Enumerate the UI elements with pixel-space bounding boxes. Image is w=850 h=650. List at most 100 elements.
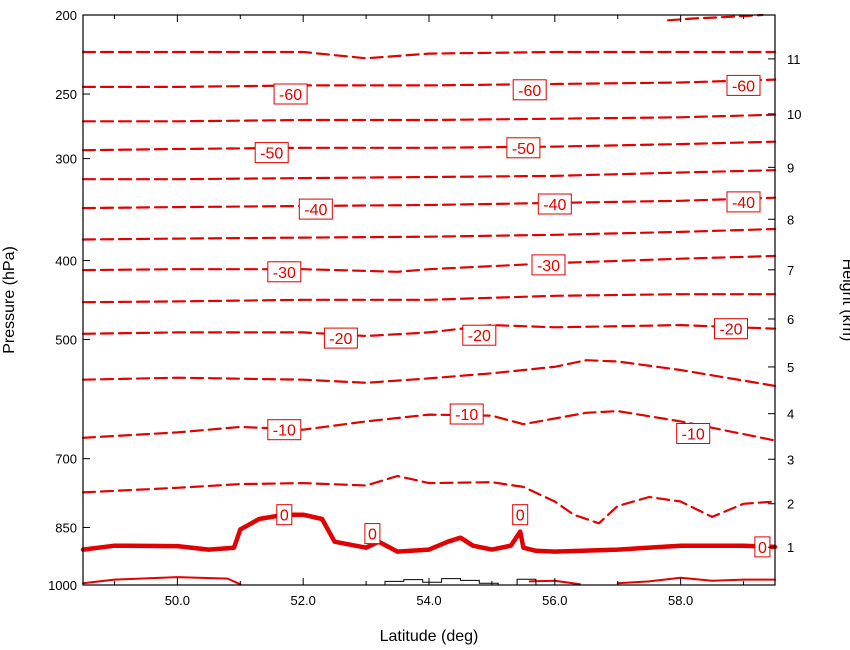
contour-label: -40 — [726, 191, 761, 213]
contour-label-box — [512, 79, 547, 101]
contour-label: -50 — [506, 137, 541, 159]
contour-label-box — [537, 193, 572, 215]
contour-label-text: -60 — [518, 83, 541, 100]
contour-line — [81, 196, 777, 210]
x-axis-title: Latitude (deg) — [380, 628, 479, 645]
contour-label-box — [276, 504, 293, 526]
contour-label-box — [512, 504, 529, 526]
contour-line — [81, 474, 777, 525]
y2-tick-label: 9 — [787, 160, 794, 175]
contour-lines — [80, 13, 778, 586]
y2-tick-label: 2 — [787, 497, 794, 512]
contour-label-box — [298, 198, 333, 220]
contour-label-box — [364, 523, 381, 545]
y2-axis-title: Height (km) — [839, 259, 850, 342]
contour-label-text: -20 — [719, 322, 742, 339]
contour-label: 0 — [276, 504, 293, 526]
contour-label: -10 — [449, 403, 484, 425]
contour-label-text: -40 — [543, 197, 566, 214]
y-tick-label: 700 — [55, 452, 77, 467]
contour-label: -30 — [531, 254, 566, 276]
contour-label-box — [726, 74, 761, 96]
contour-label-text: 0 — [280, 508, 289, 525]
contour-label-box — [506, 137, 541, 159]
contour-label-text: -50 — [512, 141, 535, 158]
contour-label: -40 — [298, 198, 333, 220]
contour-line — [82, 576, 242, 586]
x-tick-label: 58.0 — [668, 593, 693, 608]
y2-tick-label: 7 — [787, 263, 794, 278]
contour-label-box — [323, 327, 358, 349]
y-tick-label: 850 — [55, 520, 77, 535]
contour-line — [81, 359, 777, 387]
contour-label-box — [273, 83, 308, 105]
contour-label-text: -50 — [260, 146, 283, 163]
contour-line — [81, 293, 777, 304]
x-tick-label: 54.0 — [416, 593, 441, 608]
contour-line — [81, 113, 777, 123]
contour-label: -40 — [537, 193, 572, 215]
contour-label: -50 — [254, 142, 289, 164]
contour-label: -20 — [714, 318, 748, 340]
contour-label: -20 — [462, 324, 497, 346]
y-tick-label: 200 — [55, 8, 77, 23]
contour-label-box — [714, 318, 748, 340]
contour-line — [81, 50, 777, 60]
x-tick-label: 52.0 — [291, 593, 316, 608]
contour-label-text: -10 — [682, 427, 705, 444]
contour-labels: -60 -60 -60 -50 -50 -40 -40 -40 -30 -30 -20 -20 -20 -… — [254, 74, 771, 558]
x-tick-label: 50.0 — [165, 593, 190, 608]
y2-tick-label: 5 — [787, 360, 794, 375]
contour-label: -60 — [726, 74, 761, 96]
contour-label-box — [449, 403, 484, 425]
y-axis-title: Pressure (hPa) — [1, 246, 18, 354]
y2-tick-label: 1 — [787, 540, 794, 555]
contour-label-text: -20 — [468, 328, 491, 345]
contour-label-text: -10 — [273, 423, 296, 440]
y2-tick-label: 3 — [787, 452, 794, 467]
contour-label-box — [267, 419, 302, 441]
contour-label: -10 — [676, 423, 711, 444]
y2-tick-label: 10 — [787, 107, 801, 122]
contour-label-text: -60 — [732, 78, 755, 95]
contour-label-text: 0 — [758, 540, 767, 557]
contour-label-box — [254, 142, 289, 164]
contour-label-text: -10 — [455, 407, 478, 424]
contour-line — [616, 576, 776, 585]
contour-label: -60 — [273, 83, 308, 105]
contour-label: 0 — [754, 536, 771, 558]
contour-label-text: -30 — [273, 265, 296, 282]
contour-label-text: -20 — [329, 331, 352, 348]
contour-label-text: -60 — [279, 87, 302, 104]
contour-label: -30 — [267, 261, 302, 283]
contour-label-box — [267, 261, 302, 283]
contour-label: -60 — [512, 79, 547, 101]
y-tick-label: 250 — [55, 87, 77, 102]
y-tick-label: 1000 — [48, 578, 77, 593]
y-tick-label: 400 — [55, 253, 77, 268]
contour-label-box — [726, 191, 761, 213]
y2-tick-label: 11 — [787, 52, 801, 67]
contour-label: -10 — [267, 419, 302, 441]
y2-tick-label: 6 — [787, 312, 794, 327]
contour-label: 0 — [364, 523, 381, 545]
contour-label-box — [531, 254, 566, 276]
contour-line — [81, 254, 777, 273]
contour-line — [81, 227, 777, 241]
contour-label: 0 — [512, 504, 529, 526]
y-tick-label: 500 — [55, 333, 77, 348]
contour-label-text: -40 — [304, 202, 327, 219]
contour-line — [80, 512, 778, 554]
contour-label-text: -30 — [537, 258, 560, 275]
contour-line — [81, 324, 777, 338]
contour-label: -20 — [323, 327, 358, 349]
contour-label-text: 0 — [368, 527, 377, 544]
y2-tick-label: 8 — [787, 212, 794, 227]
contour-line — [81, 78, 777, 89]
contour-label-box — [462, 324, 497, 346]
y2-tick-label: 4 — [787, 407, 794, 422]
contour-line — [81, 169, 777, 181]
contour-label-box — [676, 423, 711, 444]
